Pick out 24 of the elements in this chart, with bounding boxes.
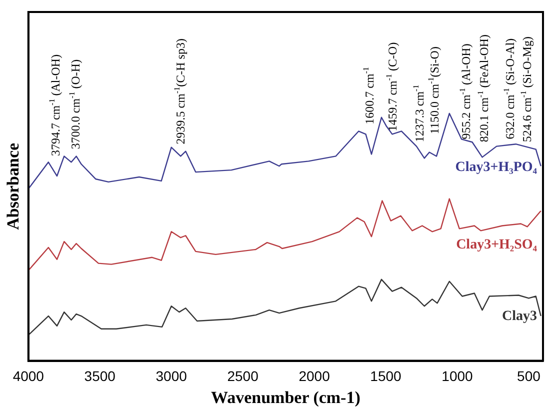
- annotation: 955.2 cm-1 (Al-OH): [458, 44, 473, 140]
- x-tick-label: 4000: [12, 368, 44, 384]
- x-tick-label: 1000: [442, 368, 474, 384]
- annotation: 632.0 cm-1 (Si-O-Al): [502, 38, 518, 140]
- x-tick-label: 3000: [156, 368, 188, 384]
- x-tick-label: 2500: [227, 368, 259, 384]
- series-label: Clay3+H₂SO₄: [456, 237, 538, 252]
- annotation: 820.1 cm-1 (FeAl-OH): [476, 34, 491, 142]
- annotation: 3794.7 cm-1 (Al-OH): [48, 54, 63, 156]
- x-tick-label: 500: [517, 368, 541, 384]
- annotation: 2939.5 cm-1(C-H sp3): [172, 38, 188, 144]
- annotation: 1237.3 cm-1: [411, 84, 426, 142]
- annotation: 1150.0 cm-1(Si-O): [426, 46, 442, 134]
- y-axis-title: Absorbance: [4, 142, 23, 230]
- series-label: Clay3: [502, 308, 537, 324]
- x-tick-label: 2000: [298, 368, 330, 384]
- x-axis-title: Wavenumber (cm-1): [211, 388, 360, 408]
- x-tick-label: 3500: [84, 368, 116, 384]
- annotation: 3700.0 cm-1 (O-H): [68, 59, 83, 150]
- series-label: Clay3+H₃PO₄: [455, 160, 538, 175]
- annotation: 1459.7 cm-1 (C-O): [384, 42, 400, 132]
- x-tick-label: 1500: [370, 368, 402, 384]
- annotation: 1600.7 cm-1: [362, 66, 377, 124]
- annotation: 524.6 cm-1 (Si-O-Mg): [519, 36, 534, 142]
